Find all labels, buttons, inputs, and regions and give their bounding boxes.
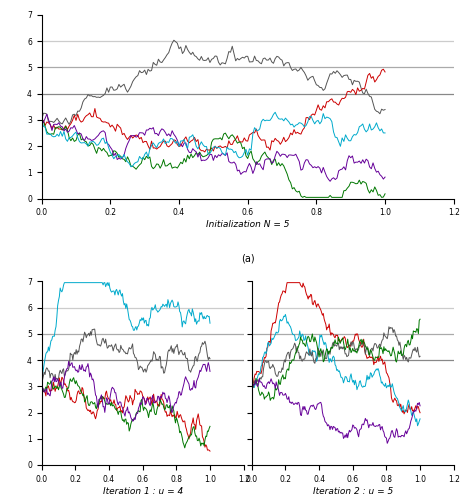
X-axis label: Iteration 2 : u = 5: Iteration 2 : u = 5 (313, 486, 393, 496)
Text: (a): (a) (241, 254, 255, 264)
X-axis label: Iteration 1 : u = 4: Iteration 1 : u = 4 (102, 486, 183, 496)
X-axis label: Initialization N = 5: Initialization N = 5 (206, 220, 289, 229)
